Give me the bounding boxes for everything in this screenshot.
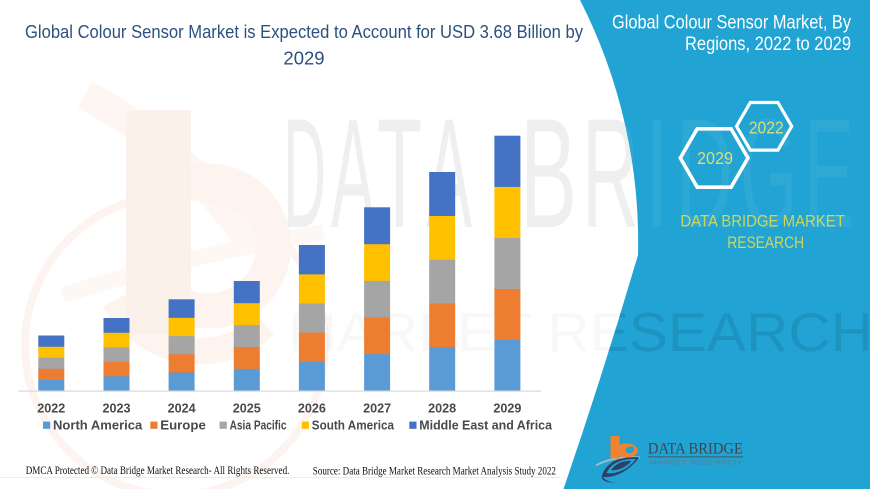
svg-text:2029: 2029 <box>283 47 324 68</box>
svg-text:I: I <box>645 87 669 261</box>
svg-text:2026: 2026 <box>298 402 326 416</box>
svg-text:2024: 2024 <box>168 402 196 416</box>
svg-text:2028: 2028 <box>428 402 456 416</box>
svg-text:2022: 2022 <box>749 118 784 138</box>
svg-text:DATA BRIDGE: DATA BRIDGE <box>648 441 743 458</box>
svg-text:Regions, 2022 to 2029: Regions, 2022 to 2029 <box>685 34 851 55</box>
svg-text:D: D <box>283 87 326 261</box>
svg-text:2023: 2023 <box>102 402 130 416</box>
svg-text:North America: North America <box>53 419 143 433</box>
svg-text:E: E <box>804 87 854 261</box>
svg-text:Europe: Europe <box>160 419 206 433</box>
svg-text:RESEARCH: RESEARCH <box>727 233 804 252</box>
svg-text:Asia Pacific: Asia Pacific <box>230 419 287 433</box>
svg-text:DATA BRIDGE MARKET: DATA BRIDGE MARKET <box>680 211 845 230</box>
svg-text:2027: 2027 <box>363 402 391 416</box>
svg-text:South America: South America <box>312 419 395 433</box>
svg-text:2022: 2022 <box>37 402 65 416</box>
svg-text:Global Colour Sensor Market is: Global Colour Sensor Market is Expected … <box>25 21 584 42</box>
svg-text:2029: 2029 <box>493 402 521 416</box>
svg-text:MARKET RESEARCH: MARKET RESEARCH <box>649 460 741 467</box>
svg-text:Source: Data Bridge Market Res: Source: Data Bridge Market Research Mark… <box>313 466 556 478</box>
svg-text:Middle East and Africa: Middle East and Africa <box>419 419 553 433</box>
svg-text:Global Colour Sensor Market, B: Global Colour Sensor Market, By <box>612 12 851 33</box>
svg-text:B: B <box>520 87 577 261</box>
svg-text:D: D <box>676 87 733 261</box>
svg-text:DMCA Protected © Data Bridge M: DMCA Protected © Data Bridge Market Rese… <box>26 465 290 477</box>
svg-text:2029: 2029 <box>697 148 733 168</box>
svg-text:2025: 2025 <box>233 402 261 416</box>
